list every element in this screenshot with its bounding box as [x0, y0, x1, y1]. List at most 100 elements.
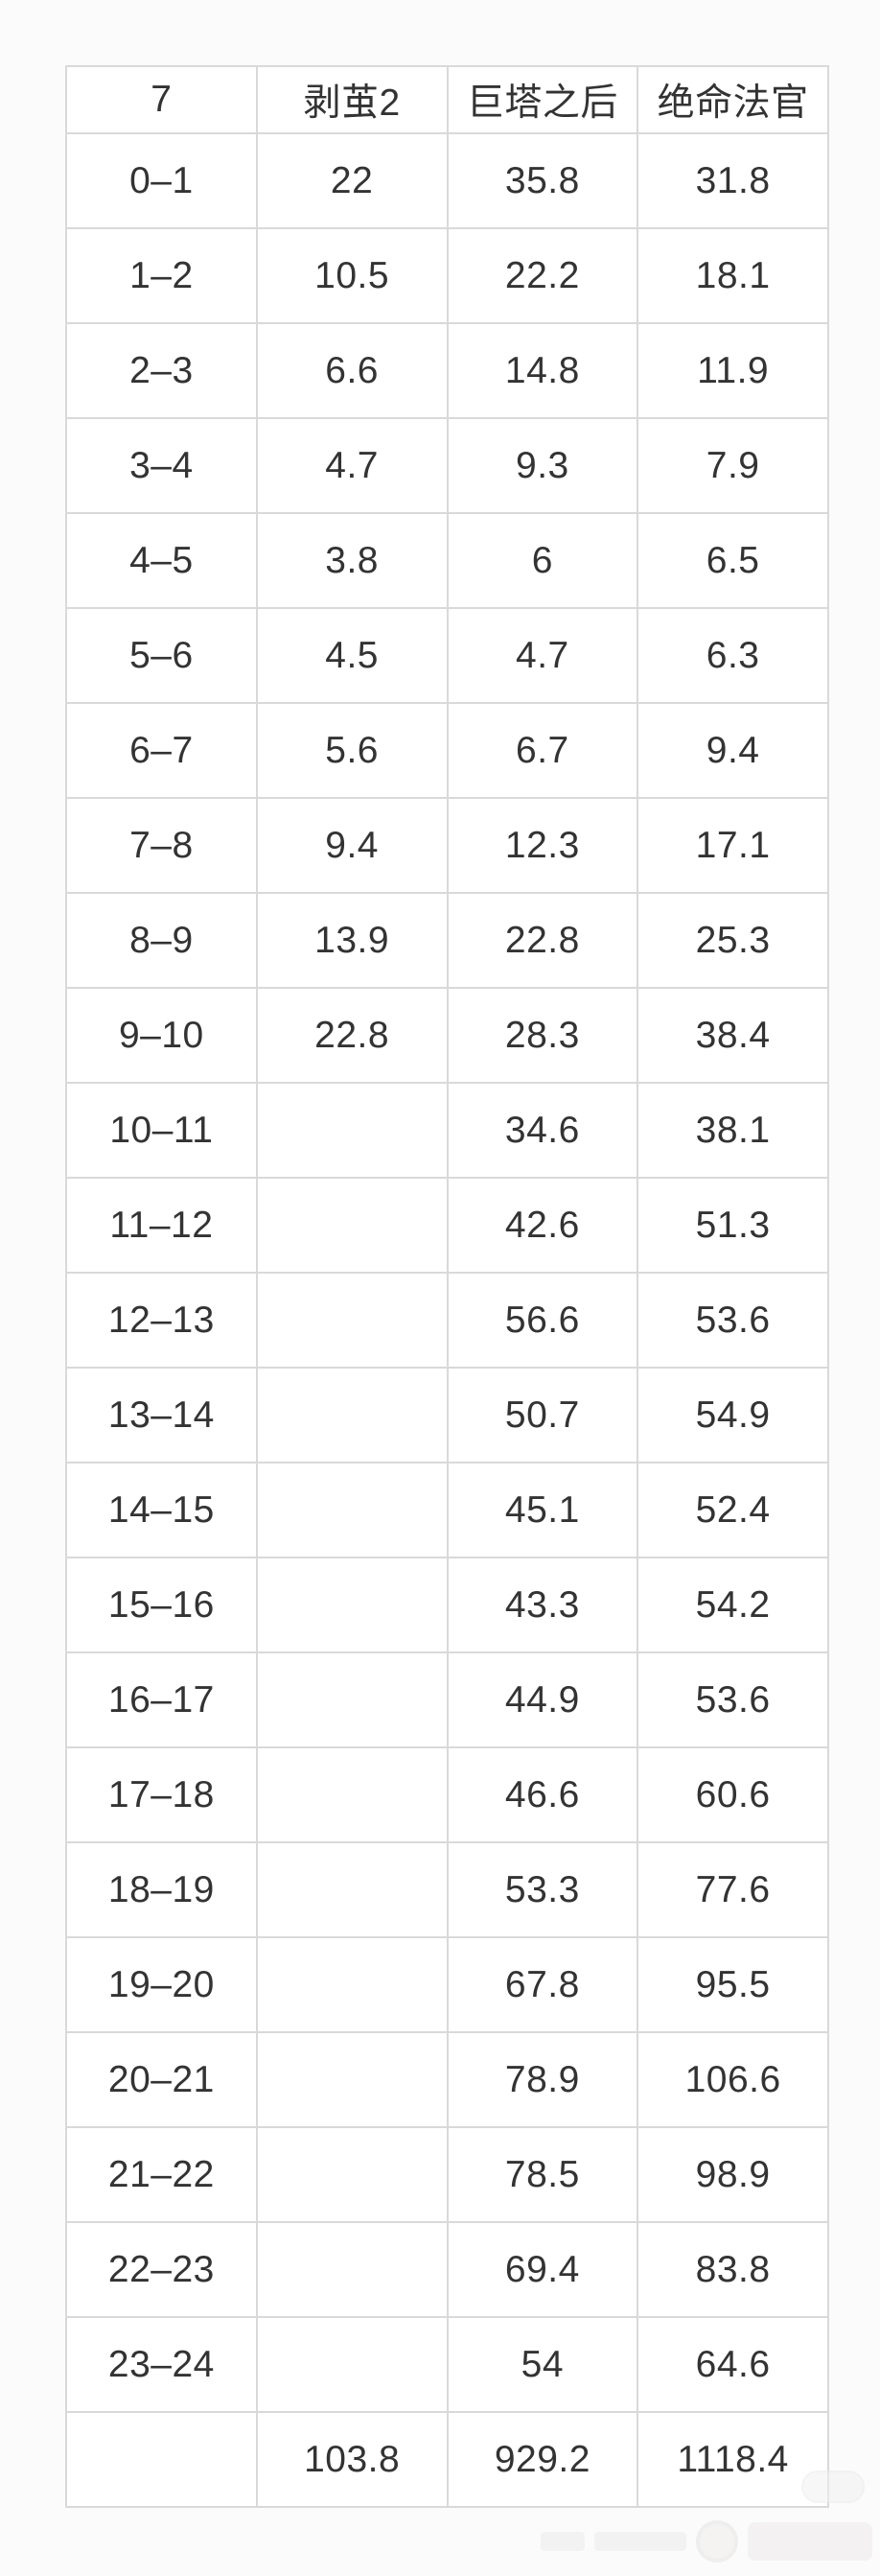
value-cell: 5.6 — [255, 702, 449, 799]
row-label-cell: 9–10 — [65, 987, 258, 1084]
table-row: 12–13 56.6 53.6 — [65, 1272, 829, 1369]
table-row: 22–23 69.4 83.8 — [65, 2221, 829, 2318]
value-cell: 1118.4 — [637, 2411, 829, 2508]
row-label-cell: 17–18 — [65, 1746, 258, 1843]
row-label-cell: 14–15 — [65, 1462, 258, 1558]
value-cell — [255, 1557, 449, 1653]
value-cell: 12.3 — [446, 797, 639, 894]
header-cell-series-2: 巨塔之后 — [446, 65, 639, 134]
table-body: 0–1 22 35.8 31.8 1–2 10.5 22.2 18.1 2–3 … — [65, 132, 829, 2508]
table-row: 13–14 50.7 54.9 — [65, 1367, 829, 1464]
value-cell: 6.7 — [446, 702, 639, 799]
row-label-cell: 11–12 — [65, 1177, 258, 1274]
row-label-cell: 20–21 — [65, 2031, 258, 2128]
value-cell: 106.6 — [637, 2031, 829, 2128]
row-label-cell: 4–5 — [65, 512, 258, 609]
value-cell: 95.5 — [637, 1936, 829, 2033]
row-label-cell: 1–2 — [65, 227, 258, 324]
table-row: 10–11 34.6 38.1 — [65, 1082, 829, 1179]
value-cell: 10.5 — [255, 227, 449, 324]
value-cell: 54 — [446, 2316, 639, 2413]
table-row: 3–4 4.7 9.3 7.9 — [65, 417, 829, 514]
watermark-wordmark — [748, 2522, 872, 2561]
value-cell: 52.4 — [637, 1462, 829, 1558]
table-row: 20–21 78.9 106.6 — [65, 2031, 829, 2128]
table-row: 5–6 4.5 4.7 6.3 — [65, 607, 829, 704]
value-cell: 50.7 — [446, 1367, 639, 1464]
row-label-cell: 2–3 — [65, 322, 258, 419]
watermark-logo-icon — [696, 2520, 738, 2563]
value-cell: 14.8 — [446, 322, 639, 419]
value-cell: 54.2 — [637, 1557, 829, 1653]
value-cell — [255, 2031, 449, 2128]
table-row: 4–5 3.8 6 6.5 — [65, 512, 829, 609]
table-row: 0–1 22 35.8 31.8 — [65, 132, 829, 229]
value-cell — [255, 2316, 449, 2413]
value-cell: 25.3 — [637, 892, 829, 989]
value-cell — [255, 1651, 449, 1748]
value-cell: 42.6 — [446, 1177, 639, 1274]
value-cell: 22.8 — [255, 987, 449, 1084]
row-label-cell: 18–19 — [65, 1841, 258, 1938]
value-cell: 9.4 — [637, 702, 829, 799]
row-label-cell: 15–16 — [65, 1557, 258, 1653]
value-cell: 45.1 — [446, 1462, 639, 1558]
row-label-cell: 3–4 — [65, 417, 258, 514]
value-cell: 53.3 — [446, 1841, 639, 1938]
value-cell: 43.3 — [446, 1557, 639, 1653]
row-label-cell: 19–20 — [65, 1936, 258, 2033]
row-label-cell: 7–8 — [65, 797, 258, 894]
table-row: 9–10 22.8 28.3 38.4 — [65, 987, 829, 1084]
value-cell: 67.8 — [446, 1936, 639, 2033]
value-cell: 35.8 — [446, 132, 639, 229]
value-cell — [255, 1367, 449, 1464]
hourly-stats-table: 7 剥茧2 巨塔之后 绝命法官 0–1 22 35.8 31.8 1–2 10.… — [65, 65, 829, 2508]
value-cell: 53.6 — [637, 1651, 829, 1748]
value-cell: 83.8 — [637, 2221, 829, 2318]
value-cell: 44.9 — [446, 1651, 639, 1748]
value-cell: 6.6 — [255, 322, 449, 419]
value-cell: 13.9 — [255, 892, 449, 989]
value-cell: 60.6 — [637, 1746, 829, 1843]
value-cell: 17.1 — [637, 797, 829, 894]
value-cell: 9.4 — [255, 797, 449, 894]
value-cell — [255, 1462, 449, 1558]
header-row: 7 剥茧2 巨塔之后 绝命法官 — [65, 65, 829, 134]
value-cell: 9.3 — [446, 417, 639, 514]
table-header: 7 剥茧2 巨塔之后 绝命法官 — [65, 65, 829, 134]
table-row: 6–7 5.6 6.7 9.4 — [65, 702, 829, 799]
header-cell-series-1: 剥茧2 — [255, 65, 449, 134]
table-row: 2–3 6.6 14.8 11.9 — [65, 322, 829, 419]
value-cell: 54.9 — [637, 1367, 829, 1464]
value-cell: 18.1 — [637, 227, 829, 324]
row-label-cell: 0–1 — [65, 132, 258, 229]
table-row: 21–22 78.5 98.9 — [65, 2126, 829, 2223]
value-cell: 6.3 — [637, 607, 829, 704]
value-cell: 31.8 — [637, 132, 829, 229]
value-cell: 7.9 — [637, 417, 829, 514]
row-label-cell: 22–23 — [65, 2221, 258, 2318]
table-row: 18–19 53.3 77.6 — [65, 1841, 829, 1938]
value-cell: 77.6 — [637, 1841, 829, 1938]
value-cell: 51.3 — [637, 1177, 829, 1274]
row-label-cell: 8–9 — [65, 892, 258, 989]
value-cell — [255, 1177, 449, 1274]
row-label-cell: 13–14 — [65, 1367, 258, 1464]
value-cell: 4.7 — [446, 607, 639, 704]
header-cell-series-3: 绝命法官 — [637, 65, 829, 134]
value-cell — [255, 1936, 449, 2033]
value-cell — [255, 2126, 449, 2223]
row-label-cell: 12–13 — [65, 1272, 258, 1369]
table-row: 14–15 45.1 52.4 — [65, 1462, 829, 1558]
value-cell: 6.5 — [637, 512, 829, 609]
row-label-cell — [65, 2411, 258, 2508]
value-cell — [255, 1746, 449, 1843]
value-cell: 98.9 — [637, 2126, 829, 2223]
table-row: 1–2 10.5 22.2 18.1 — [65, 227, 829, 324]
value-cell: 78.9 — [446, 2031, 639, 2128]
value-cell: 6 — [446, 512, 639, 609]
table-row: 16–17 44.9 53.6 — [65, 1651, 829, 1748]
header-cell-hour: 7 — [65, 65, 258, 134]
value-cell: 28.3 — [446, 987, 639, 1084]
row-label-cell: 10–11 — [65, 1082, 258, 1179]
